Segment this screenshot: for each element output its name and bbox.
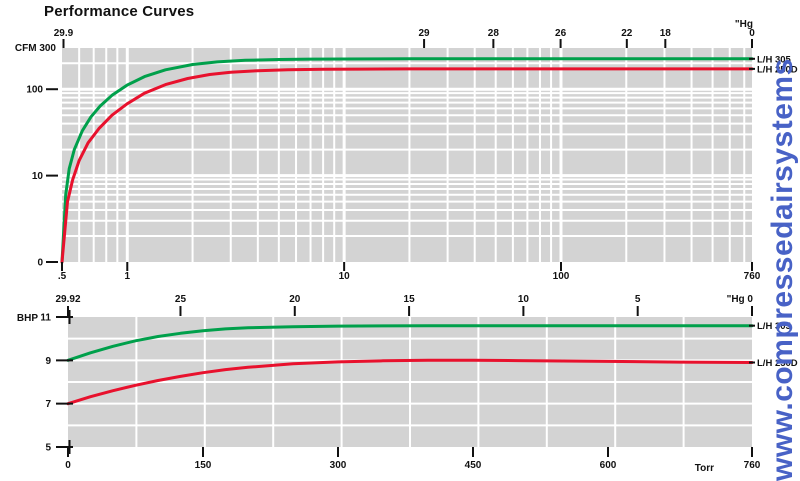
tick-label: 28 <box>488 28 500 39</box>
tick-label: 1 <box>124 271 130 282</box>
tick-label: 15 <box>404 294 416 305</box>
tick-label: 5 <box>45 443 51 454</box>
tick-label: 29.92 <box>55 294 80 305</box>
tick-label: 150 <box>195 460 212 471</box>
page-title: Performance Curves <box>44 3 195 20</box>
series-label: L/H 250D <box>757 358 798 369</box>
tick-label: 0 <box>37 258 43 269</box>
tick-label: 10 <box>32 171 44 182</box>
axis-unit-label: Torr <box>695 463 714 474</box>
series-label: L/H 250D <box>757 64 798 75</box>
tick-label: 20 <box>289 294 301 305</box>
series-curve-green <box>60 57 754 264</box>
cfm-chart-plot-area <box>62 48 752 262</box>
tick-label: 29.9 <box>54 28 74 39</box>
tick-label: .5 <box>58 271 67 282</box>
tick-label: 25 <box>175 294 187 305</box>
series-label: L/H 305 <box>757 54 792 65</box>
tick-label: 26 <box>555 28 567 39</box>
tick-label: 29 <box>419 28 431 39</box>
series-curve-red <box>66 358 754 406</box>
tick-label: 7 <box>45 399 51 410</box>
axis-label: BHP <box>17 313 38 324</box>
tick-label: 760 <box>744 460 761 471</box>
axis-unit-label: "Hg <box>735 19 753 30</box>
tick-label: 760 <box>744 271 761 282</box>
series-label: L/H 305 <box>757 321 792 332</box>
tick-label: 0 <box>65 460 71 471</box>
tick-label: 11 <box>40 313 51 324</box>
watermark-text: www.compressedairsystems <box>766 58 799 481</box>
series-curve-green <box>66 324 754 362</box>
tick-label: 5 <box>635 294 641 305</box>
tick-label: 450 <box>465 460 482 471</box>
series-curve-red <box>60 67 754 264</box>
axis-label: CFM 300 <box>15 43 57 54</box>
tick-label: 300 <box>330 460 347 471</box>
tick-label: 100 <box>26 85 43 96</box>
tick-label: 600 <box>600 460 617 471</box>
tick-label: 9 <box>45 356 51 367</box>
tick-label: "Hg 0 <box>727 294 754 305</box>
tick-label: 22 <box>621 28 633 39</box>
tick-label: 10 <box>339 271 351 282</box>
tick-label: 18 <box>660 28 672 39</box>
tick-label: 100 <box>553 271 570 282</box>
tick-label: 10 <box>518 294 530 305</box>
tick-label: 0 <box>749 28 755 39</box>
